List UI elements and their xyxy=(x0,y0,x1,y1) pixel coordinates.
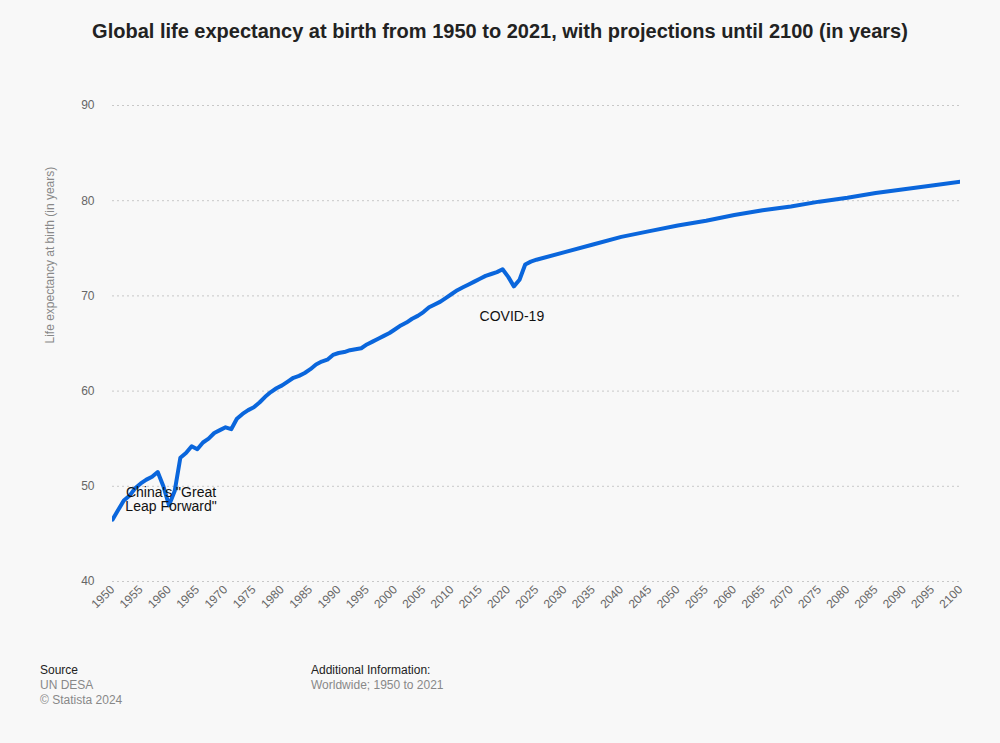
svg-text:2080: 2080 xyxy=(823,582,852,611)
html-text:Source: Source xyxy=(40,663,78,677)
svg-text:1990: 1990 xyxy=(315,582,344,611)
svg-text:China's "GreatLeap Forward": China's "GreatLeap Forward" xyxy=(125,484,216,514)
html-text:Worldwide; 1950 to 2021: Worldwide; 1950 to 2021 xyxy=(311,678,444,692)
svg-text:2065: 2065 xyxy=(739,582,768,611)
svg-text:2060: 2060 xyxy=(710,582,739,611)
svg-text:2040: 2040 xyxy=(597,582,626,611)
svg-text:2095: 2095 xyxy=(908,582,937,611)
svg-text:2010: 2010 xyxy=(428,582,457,611)
html-text:Global life expectancy at birt: Global life expectancy at birth from 195… xyxy=(92,20,908,42)
svg-text:2090: 2090 xyxy=(880,582,909,611)
svg-text:Life expectancy at birth (in y: Life expectancy at birth (in years) xyxy=(43,167,57,344)
svg-text:1965: 1965 xyxy=(173,582,202,611)
svg-text:80: 80 xyxy=(81,194,95,208)
svg-text:1970: 1970 xyxy=(202,582,231,611)
svg-text:2045: 2045 xyxy=(626,582,655,611)
svg-text:50: 50 xyxy=(81,479,95,493)
svg-text:1950: 1950 xyxy=(89,582,118,611)
svg-text:2030: 2030 xyxy=(541,582,570,611)
svg-text:1985: 1985 xyxy=(286,582,315,611)
svg-text:60: 60 xyxy=(81,384,95,398)
svg-text:2050: 2050 xyxy=(654,582,683,611)
svg-text:2075: 2075 xyxy=(795,582,824,611)
svg-text:2035: 2035 xyxy=(569,582,598,611)
html-text:UN DESA: UN DESA xyxy=(40,678,94,692)
svg-text:COVID-19: COVID-19 xyxy=(480,308,545,324)
svg-text:1980: 1980 xyxy=(258,582,287,611)
svg-text:2015: 2015 xyxy=(456,582,485,611)
svg-text:1995: 1995 xyxy=(343,582,372,611)
svg-text:1960: 1960 xyxy=(145,582,174,611)
svg-text:1975: 1975 xyxy=(230,582,259,611)
svg-text:2025: 2025 xyxy=(513,582,542,611)
html-text:© Statista 2024: © Statista 2024 xyxy=(40,693,123,707)
svg-text:2005: 2005 xyxy=(399,582,428,611)
svg-text:2020: 2020 xyxy=(484,582,513,611)
svg-text:90: 90 xyxy=(81,98,95,112)
svg-text:2000: 2000 xyxy=(371,582,400,611)
svg-text:70: 70 xyxy=(81,289,95,303)
svg-text:2055: 2055 xyxy=(682,582,711,611)
svg-text:2070: 2070 xyxy=(767,582,796,611)
svg-text:1955: 1955 xyxy=(117,582,146,611)
svg-text:2085: 2085 xyxy=(852,582,881,611)
svg-text:40: 40 xyxy=(81,574,95,588)
html-text:Additional Information:: Additional Information: xyxy=(311,663,431,677)
svg-text:2100: 2100 xyxy=(937,582,966,611)
